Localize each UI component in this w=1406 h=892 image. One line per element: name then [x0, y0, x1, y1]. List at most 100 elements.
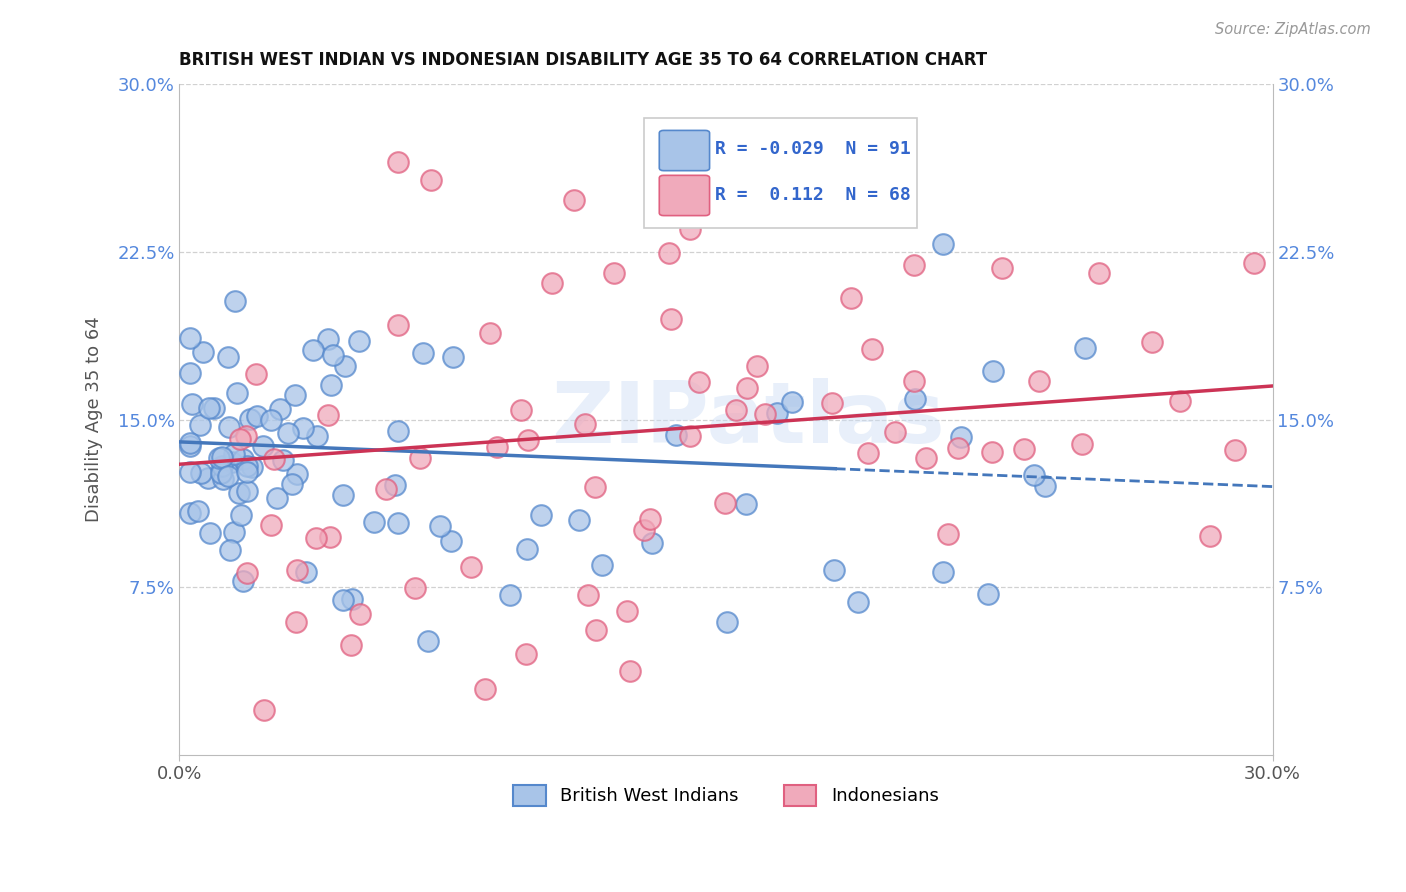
Point [252, 703, 274, 717]
Point [724, 403, 747, 417]
Point [936, 527, 959, 541]
Point [284, 615, 307, 629]
Point [332, 488, 354, 502]
Point [441, 350, 464, 364]
Point [307, 429, 329, 443]
Point [754, 204, 776, 219]
Point [949, 430, 972, 444]
Point [342, 591, 364, 606]
Point [221, 455, 243, 469]
Point [665, 428, 688, 442]
Point [387, 424, 409, 438]
Point [659, 311, 682, 326]
Point [673, 160, 696, 174]
Point [319, 530, 342, 544]
Point [211, 459, 233, 474]
Point [429, 518, 451, 533]
Point [841, 291, 863, 305]
Point [616, 604, 638, 618]
Point [509, 403, 531, 417]
Y-axis label: Disability Age 35 to 64: Disability Age 35 to 64 [86, 317, 103, 523]
Point [440, 534, 463, 549]
Point [209, 466, 232, 480]
Point [1028, 374, 1050, 388]
Point [190, 466, 212, 480]
Point [236, 466, 259, 480]
FancyBboxPatch shape [659, 176, 710, 216]
Point [1243, 256, 1265, 270]
Point [284, 388, 307, 402]
Point [229, 508, 252, 522]
Point [224, 525, 246, 540]
Point [193, 345, 215, 359]
Point [404, 582, 426, 596]
Point [304, 531, 326, 545]
Point [179, 506, 201, 520]
Point [217, 469, 239, 483]
Point [714, 496, 737, 510]
Point [212, 472, 235, 486]
Point [780, 394, 803, 409]
Point [198, 401, 221, 415]
Text: Source: ZipAtlas.com: Source: ZipAtlas.com [1215, 22, 1371, 37]
Point [619, 664, 641, 678]
Point [363, 515, 385, 529]
Point [271, 452, 294, 467]
Point [603, 266, 626, 280]
Point [218, 419, 240, 434]
Point [179, 331, 201, 345]
Point [734, 497, 756, 511]
Point [340, 639, 363, 653]
Point [197, 471, 219, 485]
Point [179, 435, 201, 450]
Point [903, 258, 925, 272]
Point [202, 401, 225, 416]
Point [349, 607, 371, 622]
Point [409, 450, 432, 465]
Point [562, 193, 585, 207]
FancyBboxPatch shape [644, 118, 917, 228]
FancyBboxPatch shape [659, 130, 710, 170]
Point [217, 351, 239, 365]
Text: BRITISH WEST INDIAN VS INDONESIAN DISABILITY AGE 35 TO 64 CORRELATION CHART: BRITISH WEST INDIAN VS INDONESIAN DISABI… [180, 51, 987, 69]
Point [591, 558, 613, 572]
Point [932, 566, 955, 580]
Point [301, 343, 323, 358]
Point [981, 364, 1004, 378]
Point [332, 592, 354, 607]
Point [460, 559, 482, 574]
Point [641, 536, 664, 550]
Point [260, 413, 283, 427]
Point [716, 615, 738, 629]
Point [228, 485, 250, 500]
Point [316, 332, 339, 346]
Point [914, 450, 936, 465]
Point [266, 491, 288, 506]
Point [277, 425, 299, 440]
Point [846, 595, 869, 609]
Point [229, 432, 252, 446]
Point [240, 460, 263, 475]
Point [291, 421, 314, 435]
Point [517, 434, 540, 448]
Point [860, 342, 883, 356]
Point [1223, 442, 1246, 457]
Point [387, 155, 409, 169]
Point [678, 222, 700, 236]
Point [236, 458, 259, 473]
Point [269, 402, 291, 417]
Point [384, 477, 406, 491]
Point [474, 681, 496, 696]
Point [232, 452, 254, 467]
Point [232, 574, 254, 588]
Point [1088, 266, 1111, 280]
Point [574, 417, 596, 431]
Point [529, 508, 551, 523]
Text: R =  0.112  N = 68: R = 0.112 N = 68 [716, 186, 911, 204]
Point [638, 511, 661, 525]
Point [181, 397, 204, 411]
Point [485, 440, 508, 454]
Point [576, 588, 599, 602]
Point [200, 526, 222, 541]
Point [224, 447, 246, 461]
